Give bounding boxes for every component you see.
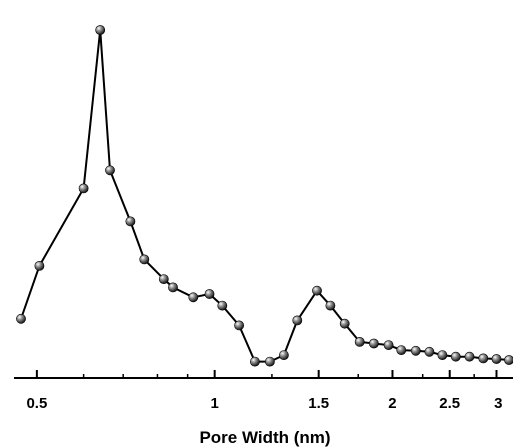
data-point bbox=[450, 351, 461, 362]
data-point bbox=[34, 260, 45, 271]
data-point bbox=[125, 216, 136, 227]
x-tick-label: 1.5 bbox=[308, 395, 329, 412]
series-points-group bbox=[16, 25, 513, 367]
data-point bbox=[312, 285, 322, 296]
data-point bbox=[105, 165, 115, 176]
x-tick-label: 3 bbox=[494, 395, 502, 412]
data-point bbox=[217, 300, 228, 311]
data-point bbox=[354, 336, 365, 347]
tick-labels-group: 0.5 1 1.5 2 2.5 3 bbox=[26, 395, 502, 412]
series-line-group bbox=[20, 29, 510, 363]
data-point bbox=[78, 183, 89, 194]
data-point bbox=[410, 345, 421, 356]
data-point bbox=[139, 254, 150, 265]
data-point bbox=[292, 315, 303, 326]
x-tick-label: 1 bbox=[211, 395, 219, 412]
x-tick-label: 2.5 bbox=[439, 395, 460, 412]
data-point bbox=[504, 355, 513, 365]
data-point bbox=[424, 346, 435, 357]
data-point bbox=[325, 300, 336, 311]
data-point bbox=[95, 25, 106, 35]
data-point bbox=[204, 289, 215, 299]
data-point bbox=[234, 320, 244, 331]
data-point bbox=[368, 338, 379, 349]
data-point bbox=[464, 351, 475, 362]
data-point bbox=[168, 282, 178, 293]
x-axis-title: Pore Width (nm) bbox=[199, 428, 330, 447]
series-line bbox=[20, 29, 510, 363]
data-point bbox=[16, 313, 26, 324]
data-point bbox=[188, 292, 199, 303]
data-point bbox=[158, 274, 169, 284]
x-tick-label: 0.5 bbox=[26, 395, 47, 412]
data-point bbox=[491, 354, 502, 364]
data-point bbox=[278, 350, 289, 360]
x-axis bbox=[14, 370, 513, 379]
data-point bbox=[396, 345, 407, 355]
data-point bbox=[339, 318, 350, 329]
x-tick-label: 2 bbox=[388, 395, 396, 412]
data-point bbox=[437, 350, 448, 360]
data-point bbox=[249, 356, 260, 367]
data-point bbox=[264, 356, 275, 367]
data-point bbox=[478, 353, 489, 364]
data-point bbox=[383, 340, 394, 350]
